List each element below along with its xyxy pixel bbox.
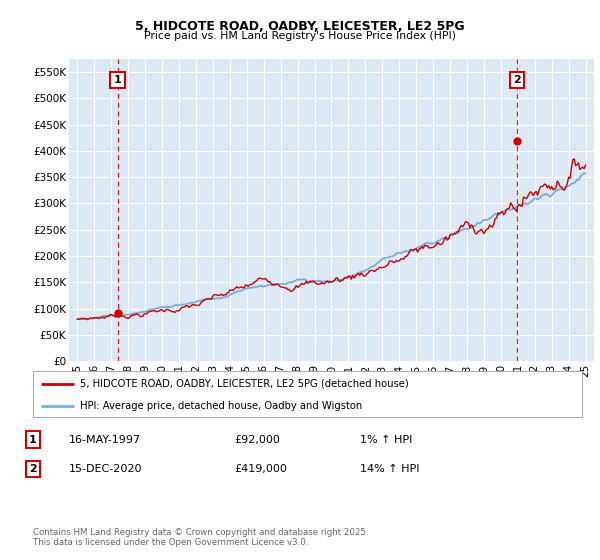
- Text: 15-DEC-2020: 15-DEC-2020: [69, 464, 143, 474]
- Text: Price paid vs. HM Land Registry's House Price Index (HPI): Price paid vs. HM Land Registry's House …: [144, 31, 456, 41]
- Text: 5, HIDCOTE ROAD, OADBY, LEICESTER, LE2 5PG: 5, HIDCOTE ROAD, OADBY, LEICESTER, LE2 5…: [135, 20, 465, 32]
- Text: HPI: Average price, detached house, Oadby and Wigston: HPI: Average price, detached house, Oadb…: [80, 401, 362, 411]
- Text: 2: 2: [513, 75, 521, 85]
- Text: 14% ↑ HPI: 14% ↑ HPI: [360, 464, 419, 474]
- Text: £92,000: £92,000: [234, 435, 280, 445]
- Text: Contains HM Land Registry data © Crown copyright and database right 2025.
This d: Contains HM Land Registry data © Crown c…: [33, 528, 368, 547]
- Text: 16-MAY-1997: 16-MAY-1997: [69, 435, 141, 445]
- Text: 1: 1: [114, 75, 121, 85]
- Text: 2: 2: [29, 464, 37, 474]
- Text: 1% ↑ HPI: 1% ↑ HPI: [360, 435, 412, 445]
- Text: 1: 1: [29, 435, 37, 445]
- Text: 5, HIDCOTE ROAD, OADBY, LEICESTER, LE2 5PG (detached house): 5, HIDCOTE ROAD, OADBY, LEICESTER, LE2 5…: [80, 379, 409, 389]
- Text: £419,000: £419,000: [234, 464, 287, 474]
